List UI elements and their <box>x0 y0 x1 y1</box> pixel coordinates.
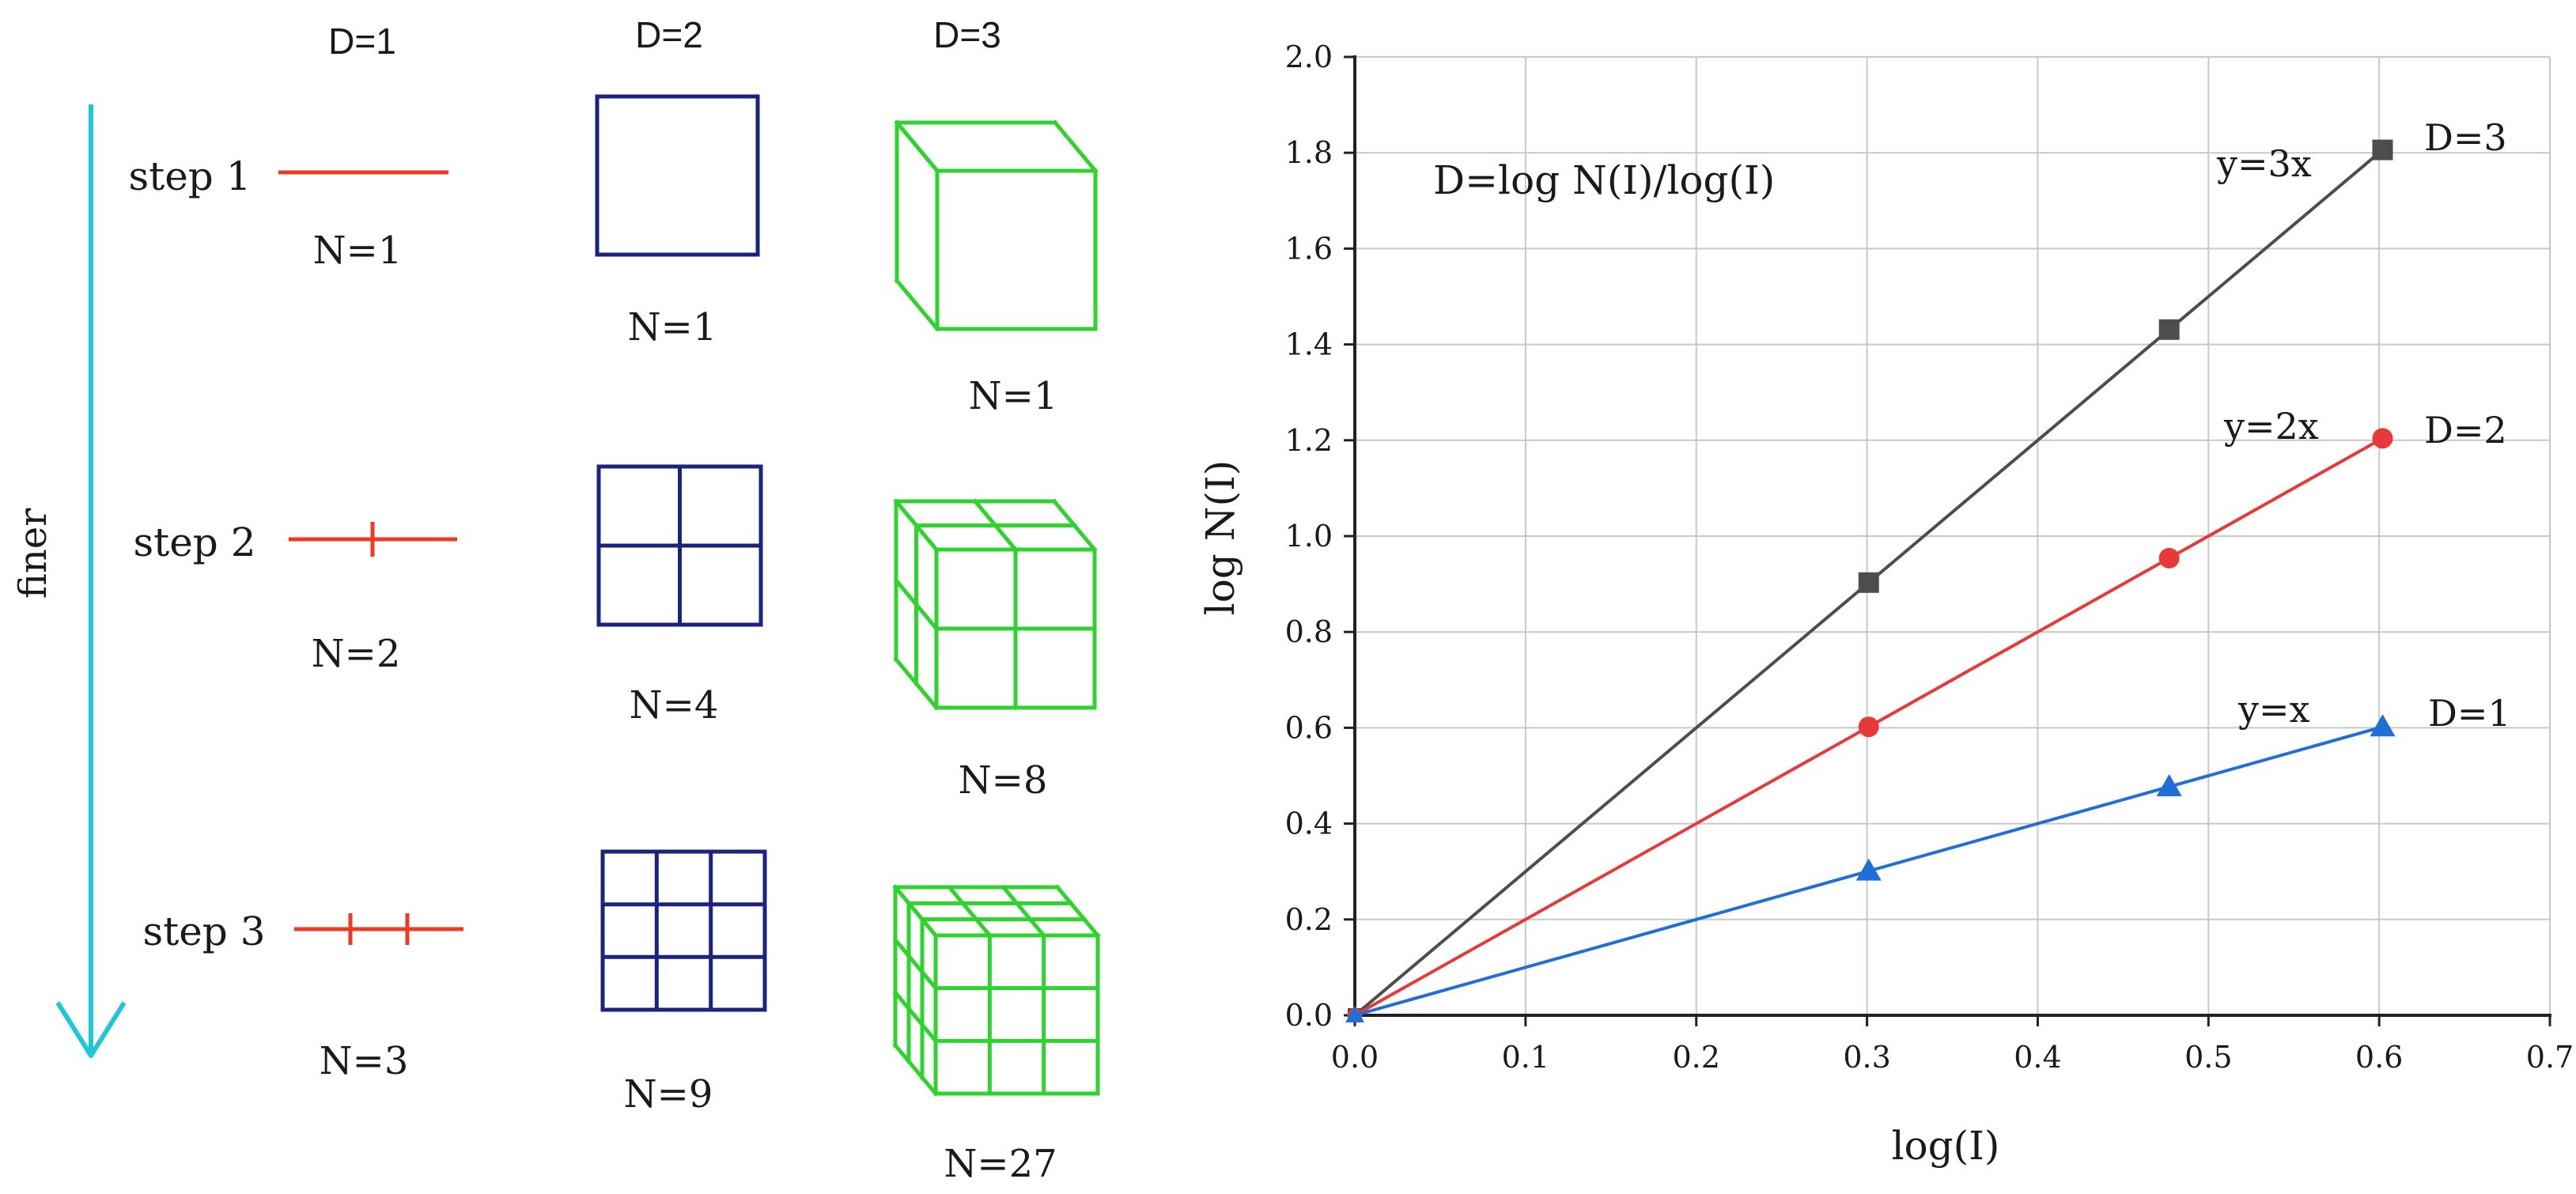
data-point-circle <box>2372 428 2393 449</box>
x-tick-label: 0.5 <box>2184 1040 2232 1075</box>
cube-left-depth-line <box>892 1042 939 1097</box>
x-tick-labels: 0.0 0.1 0.2 0.3 0.4 0.5 0.6 0.7 <box>1331 1040 2574 1075</box>
finer-arrow <box>55 104 127 1058</box>
cube-top-depth-line <box>1001 884 1047 939</box>
data-point-triangle <box>2370 714 2396 737</box>
series-line-square <box>1353 149 2384 1017</box>
y-tick-label: 1.4 <box>1285 327 1333 362</box>
series-label-d2: D=2 <box>2424 409 2507 452</box>
series-line-circle <box>1354 436 2384 1017</box>
cube-left-depth-line <box>894 278 940 332</box>
cube-left-depth-line <box>892 937 939 992</box>
data-point-square <box>2158 319 2180 340</box>
y-tick-label: 0.6 <box>1285 710 1333 745</box>
data-point-square <box>2372 139 2393 161</box>
y-tick-label: 1.2 <box>1285 423 1333 458</box>
data-point-square <box>1858 572 1879 593</box>
cube-step-1 <box>894 119 1099 332</box>
data-point-triangle <box>1345 1006 1364 1022</box>
data-point-triangle <box>2156 773 2182 796</box>
chart-grid <box>1355 56 2551 1015</box>
cube-step-1-count: N=1 <box>969 374 1058 418</box>
header-d1: D=1 <box>328 21 396 62</box>
finer-label: finer <box>11 508 55 599</box>
x-tick-label: 0.6 <box>2355 1040 2403 1075</box>
line-step-3-count: N=3 <box>320 1039 409 1083</box>
x-tick-label: 0.1 <box>1502 1040 1549 1075</box>
cube-top-depth-line <box>1052 119 1099 174</box>
y-axis-label: log N(I) <box>1197 460 1243 616</box>
y-tick-label: 0.4 <box>1285 807 1333 841</box>
line-step-2-count: N=2 <box>312 632 401 676</box>
y-tick-label: 1.8 <box>1285 135 1333 170</box>
data-point-circle <box>2158 547 2180 569</box>
cube-top-depth-line <box>1051 498 1098 553</box>
y-tick-label: 0.2 <box>1285 902 1333 937</box>
square-step-1 <box>595 94 760 257</box>
x-tick-label: 0.0 <box>1331 1040 1379 1075</box>
square-step-3 <box>600 849 767 1012</box>
equation-d3: y=3x <box>2216 142 2312 185</box>
cube-left-depth-line <box>892 884 939 939</box>
x-tick-label: 0.4 <box>2014 1040 2061 1075</box>
series-label-d1: D=1 <box>2428 692 2511 735</box>
cube-step-2-count: N=8 <box>959 758 1048 803</box>
cube-left-depth-line <box>894 119 940 174</box>
square-step-3-count: N=9 <box>624 1072 713 1117</box>
line-step-1-count: N=1 <box>313 229 403 273</box>
x-tick-label: 0.2 <box>1672 1040 1719 1075</box>
cube-step-2 <box>893 498 1098 711</box>
x-axis-label: log(I) <box>1892 1123 2000 1169</box>
chart-series <box>1345 139 2396 1022</box>
cube-left-depth-line <box>893 656 940 711</box>
step-2-label: step 2 <box>133 520 255 565</box>
header-d2: D=2 <box>635 14 703 55</box>
x-tick-label: 0.3 <box>1843 1040 1890 1075</box>
step-3-label: step 3 <box>142 909 265 954</box>
square-step-2-count: N=4 <box>630 683 719 727</box>
square-step-1-count: N=1 <box>628 305 717 350</box>
cube-top-depth-line <box>1054 884 1101 939</box>
finer-arrow-head <box>55 1001 127 1058</box>
loglog-chart: 0.0 0.1 0.2 0.3 0.4 0.5 0.6 0.7 0.0 0.2 0.4 0.6 0.8… <box>1197 40 2574 1169</box>
step-1-label: step 1 <box>128 153 251 199</box>
header-d3: D=3 <box>933 14 1001 55</box>
cube-step-3 <box>892 884 1101 1097</box>
series-label-d3: D=3 <box>2424 116 2507 159</box>
y-tick-label: 0.8 <box>1285 614 1333 649</box>
y-tick-label: 2.0 <box>1285 40 1333 74</box>
chart-axes <box>1344 55 2551 1026</box>
square-step-2 <box>596 464 763 627</box>
y-tick-label: 1.6 <box>1285 231 1333 266</box>
x-tick-label: 0.7 <box>2526 1040 2574 1075</box>
y-tick-label: 0.0 <box>1285 998 1333 1033</box>
cube-top-depth-line <box>946 884 993 939</box>
series-line-triangle <box>1354 725 2384 1017</box>
cube-left-depth-line <box>892 989 939 1044</box>
left-panel: D=1 D=2 D=3 finer step 1 step 2 step 3 N… <box>11 14 1101 1186</box>
equation-d2: y=2x <box>2223 405 2319 448</box>
cube-step-3-count: N=27 <box>944 1142 1057 1186</box>
data-point-triangle <box>1855 858 1882 881</box>
y-tick-label: 1.0 <box>1285 519 1333 554</box>
y-tick-labels: 0.0 0.2 0.4 0.6 0.8 1.0 1.2 1.4 1.6 1.8 2.0 <box>1285 40 1333 1033</box>
line-step-3 <box>294 913 463 945</box>
line-step-2 <box>289 522 457 557</box>
formula-annotation: D=log N(I)/log(I) <box>1433 157 1775 203</box>
data-point-circle <box>1858 716 1879 738</box>
equation-d1: y=x <box>2237 688 2310 731</box>
